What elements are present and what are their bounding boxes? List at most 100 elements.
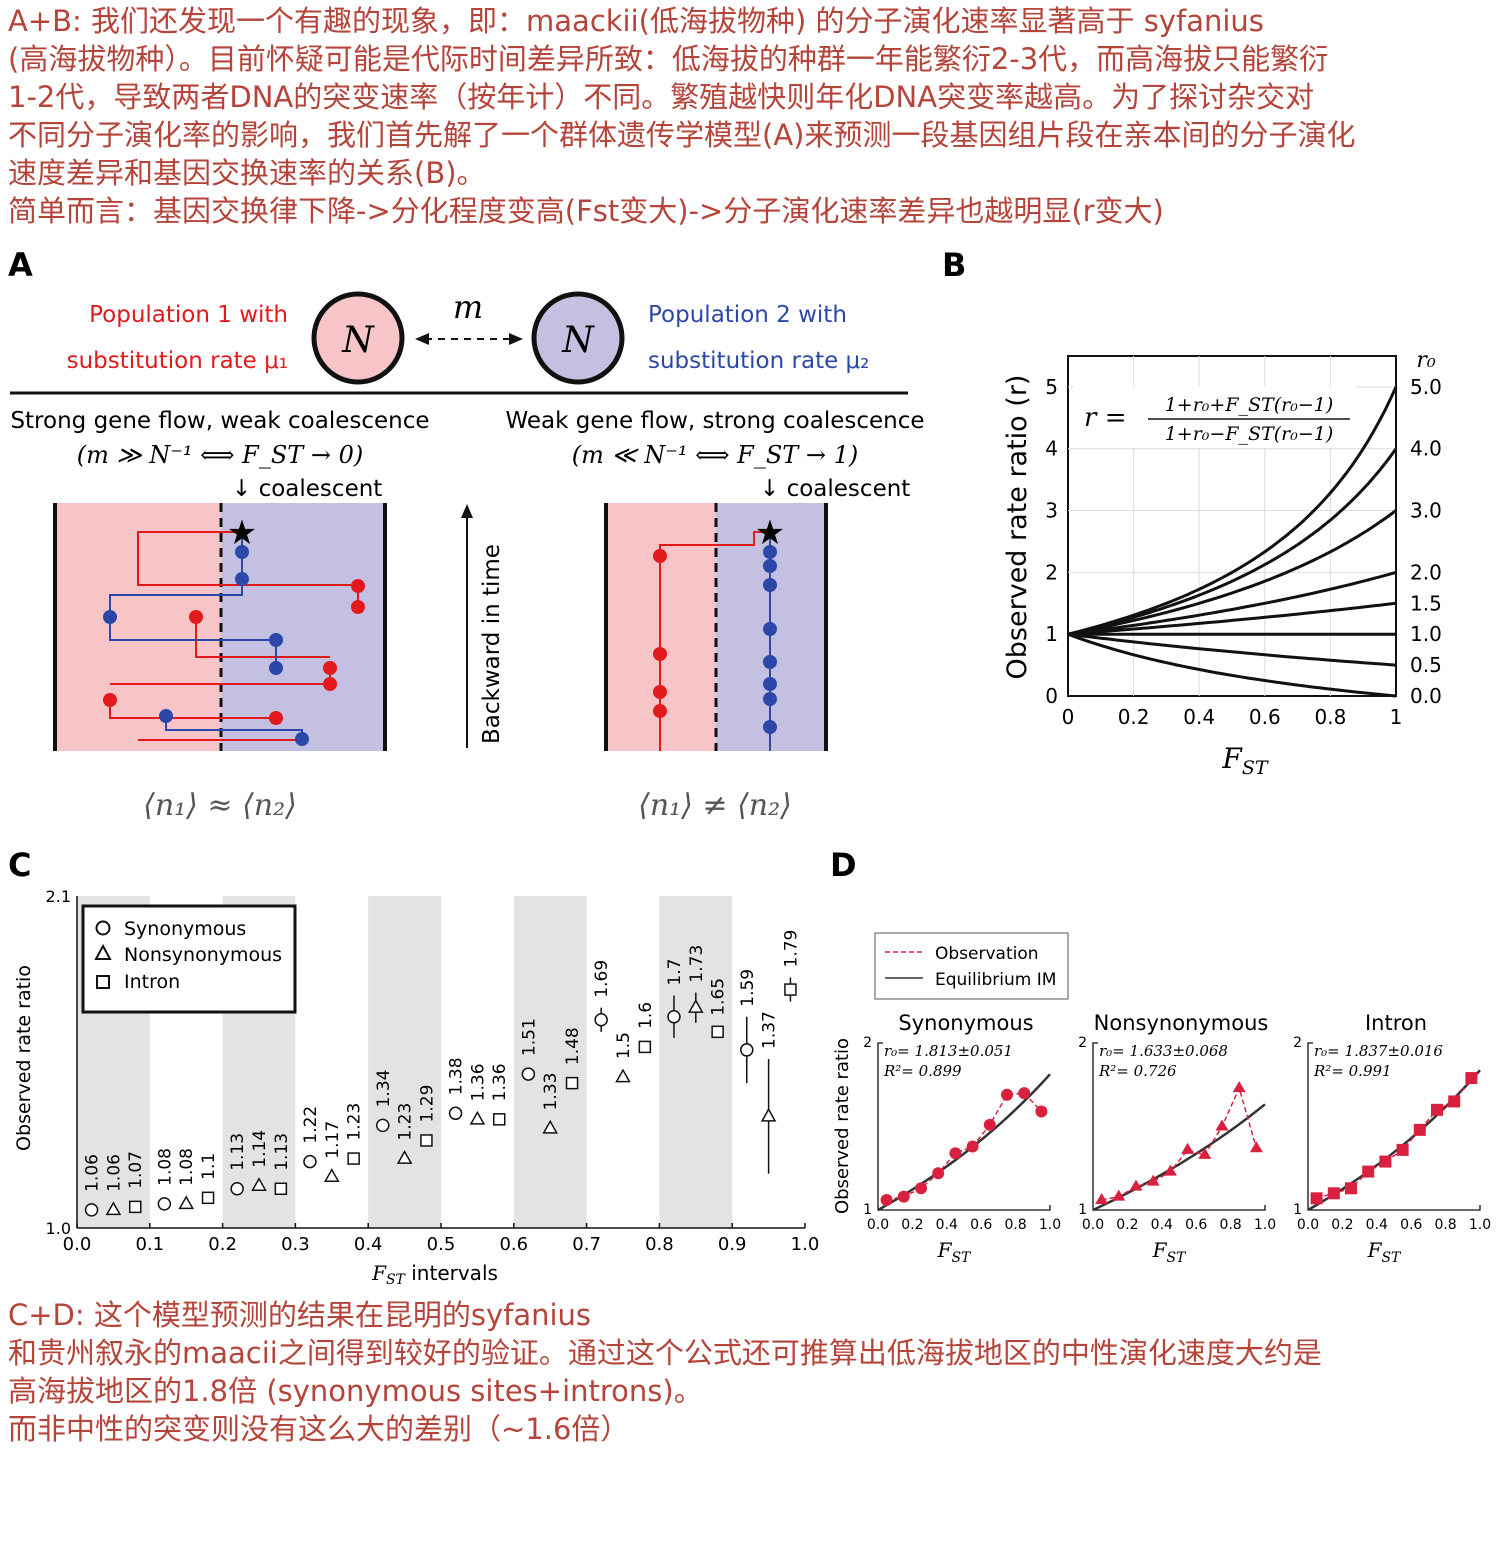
panel-c-letter: C — [8, 846, 31, 884]
panel-d-subplot: Nonsynonymous 1 2 0.0 0.2 0.4 0.6 0.8 1.0 FST r₀= … — [1078, 1011, 1276, 1266]
subplot-xtick-label: 0.4 — [1151, 1217, 1173, 1233]
right-scenario-title: Weak gene flow, strong coalescence — [505, 408, 924, 434]
pop1-size-label: N — [341, 320, 375, 361]
panel-c-value-label: 1.22 — [301, 1106, 321, 1144]
panel-c-xtick-label: 0.3 — [281, 1234, 310, 1255]
nonsynonymous-point — [178, 1195, 194, 1210]
panel-c-value-label: 1.13 — [228, 1133, 248, 1171]
panel-b-ytick-label: 0 — [1045, 684, 1058, 708]
conclusion-line: 高海拔地区的1.8倍 (synonymous sites+introns)。 — [8, 1374, 703, 1408]
synonymous-point — [521, 1067, 536, 1081]
subplot-xtick-label: 0.0 — [1297, 1217, 1319, 1233]
synonymous-point — [376, 1118, 390, 1133]
subplot-r-squared: R²= 0.991 — [1313, 1062, 1392, 1080]
panel-c-xtick-label: 0.8 — [645, 1234, 674, 1255]
observation-point — [1001, 1088, 1013, 1101]
r0-curve-label: 5.0 — [1410, 375, 1442, 399]
panel-c-value-label: 1.23 — [345, 1103, 365, 1141]
subplot-ytick-label: 1 — [863, 1202, 872, 1218]
panel-c-value-label: 1.23 — [396, 1103, 416, 1141]
panel-b-xtick-label: 0.4 — [1183, 705, 1215, 729]
panel-b-letter: B — [942, 246, 966, 284]
subplot-r0-estimate: r₀= 1.837±0.016 — [1314, 1042, 1443, 1060]
observation-line — [1101, 1085, 1258, 1201]
panel-c-chart: C 0.0 0.1 0.2 0.3 0.4 0.5 0.6 0.7 0.8 0.9 1.0 1.0 2.… — [8, 846, 819, 1288]
observation-point — [1465, 1072, 1478, 1085]
panel-c-value-label: 1.36 — [468, 1063, 488, 1101]
legend-observation: Observation — [935, 944, 1039, 964]
intro-text-block: A+B: 我们还发现一个有趣的现象，即：maackii(低海拔物种) 的分子演化… — [8, 2, 1355, 230]
r0-curve-label: 3.0 — [1410, 499, 1442, 523]
observation-point — [1327, 1187, 1340, 1200]
intro-line: 1-2代，导致两者DNA的突变速率（按年计）不同。繁殖越快则年化DNA突变率越高… — [8, 80, 1315, 114]
observation-point — [1413, 1123, 1426, 1136]
panel-c-value-label: 1.48 — [563, 1027, 583, 1065]
pop2-label-line1: Population 2 with — [648, 302, 847, 328]
intro-line: 速度差异和基因交换速率的关系(B)。 — [8, 156, 486, 190]
pop1-label-line2: substitution rate μ₁ — [67, 348, 288, 374]
subplot-xtick-label: 0.2 — [1331, 1217, 1353, 1233]
observation-point — [949, 1147, 962, 1160]
formula-denominator: 1+r₀−F_ST(r₀−1) — [1165, 423, 1334, 445]
panel-b-ytick-label: 4 — [1045, 437, 1058, 461]
panel-d-letter: D — [830, 846, 857, 884]
subplot-xtick-label: 0.8 — [1219, 1217, 1241, 1233]
panel-c-xtick-label: 0.5 — [427, 1234, 456, 1255]
observation-point — [1310, 1192, 1323, 1205]
observation-point — [1198, 1147, 1212, 1159]
observation-point — [1035, 1105, 1048, 1118]
panel-c-xtick-label: 0.0 — [63, 1234, 92, 1255]
subplot-xtick-label: 0.6 — [970, 1217, 992, 1233]
observation-point — [1146, 1174, 1160, 1186]
subplot-ytick-label: 2 — [1078, 1035, 1087, 1051]
intron-point — [784, 983, 797, 996]
subplot-title: Intron — [1365, 1011, 1427, 1035]
panel-c-ylabel: Observed rate ratio — [13, 965, 35, 1151]
panel-c-value-label: 1.29 — [417, 1085, 437, 1123]
panel-c-xtick-label: 0.7 — [572, 1234, 601, 1255]
observation-line — [886, 1092, 1042, 1201]
intro-line: (高海拔物种）。目前怀疑可能是代际时间差异所致：低海拔的种群一年能繁衍2-3代，… — [8, 42, 1329, 76]
panel-b-xtick-label: 0.2 — [1118, 705, 1150, 729]
observation-point — [1232, 1081, 1246, 1093]
synonymous-point — [740, 1043, 754, 1057]
left-coalescent-label: ↓ coalescent — [232, 476, 382, 502]
fst-interval-band — [659, 896, 733, 1228]
subplot-ytick-label: 2 — [863, 1035, 872, 1051]
observation-point — [915, 1182, 927, 1195]
observation-point — [897, 1190, 910, 1203]
subplot-ytick-label: 2 — [1293, 1035, 1302, 1051]
panel-c-value-label: 1.69 — [592, 960, 612, 998]
right-genealogy: ★ — [604, 503, 828, 751]
subplot-xtick-label: 0.8 — [1434, 1217, 1456, 1233]
panel-c-value-label: 1.38 — [447, 1057, 467, 1095]
subplot-r0-estimate: r₀= 1.813±0.051 — [884, 1042, 1013, 1060]
panel-c-value-label: 1.08 — [155, 1148, 175, 1186]
observation-point — [966, 1140, 979, 1153]
observation-point — [1095, 1192, 1109, 1204]
panel-d-chart: D Observation Equilibrium IM Observed ra… — [830, 846, 1491, 1266]
panel-c-value-label: 1.14 — [250, 1130, 270, 1168]
subplot-xtick-label: 0.4 — [1366, 1217, 1388, 1233]
conclusion-line: 和贵州叙永的maacii之间得到较好的验证。通过这个公式还可推算出低海拔地区的中… — [8, 1336, 1322, 1370]
panel-c-ticks: 0.0 0.1 0.2 0.3 0.4 0.5 0.6 0.7 0.8 0.9 1.0 1.0 2.1 — [46, 887, 820, 1255]
intron-point — [492, 1113, 506, 1126]
panel-b-xtick-label: 0 — [1062, 705, 1075, 729]
observation-point — [1379, 1155, 1392, 1168]
observation-point — [1345, 1182, 1357, 1195]
nonsynonymous-point — [469, 1110, 486, 1125]
right-coalescent-label: ↓ coalescent — [760, 476, 910, 502]
synonymous-point — [448, 1106, 463, 1121]
subplot-xtick-label: 0.6 — [1185, 1217, 1207, 1233]
fst-interval-band — [368, 896, 441, 1228]
subplot-ytick-label: 1 — [1293, 1202, 1302, 1218]
population1-node — [311, 291, 405, 385]
left-coalescent-star-icon: ★ — [227, 513, 257, 553]
intro-line: 不同分子演化率的影响，我们首先解了一个群体遗传学模型(A)来预测一段基因组片段在… — [8, 118, 1356, 152]
panel-c-value-label: 1.73 — [687, 945, 707, 983]
intro-line: A+B: 我们还发现一个有趣的现象，即：maackii(低海拔物种) 的分子演化… — [8, 4, 1264, 38]
panel-b-ylabel: Observed rate ratio (r) — [1002, 375, 1033, 680]
time-axis-label: Backward in time — [479, 544, 505, 744]
conclusion-line: 而非中性的突变则没有这么大的差别（~1.6倍） — [8, 1412, 630, 1446]
panel-c-markers: 1.06 1.08 1.131.221.34 1.381.511.69 1.7 1.591… — [83, 930, 801, 1217]
